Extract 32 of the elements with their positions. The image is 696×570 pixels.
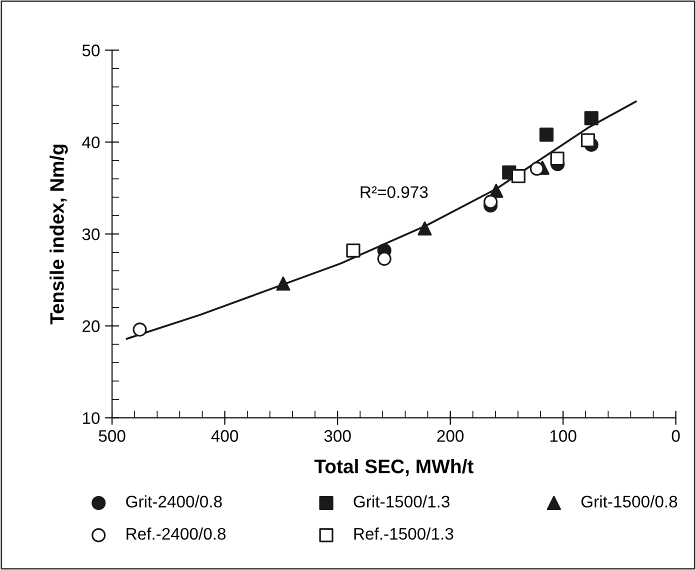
x-tick-label: 0 [672,430,680,442]
x-tick-label: 500 [98,430,126,442]
x-tick-label: 300 [324,430,351,442]
point [377,252,392,266]
x-axis-title: Total SEC, MWh/t [314,459,474,476]
y-tick-label: 10 [82,412,100,424]
y-tick-label: 40 [82,136,100,148]
y-tick-label: 30 [82,228,100,240]
legend-label: Grit-2400/0.8 [126,495,222,508]
point [511,169,526,184]
y-tick-label: 50 [82,44,100,56]
line-series [126,100,637,340]
legend-label: Grit-1500/1.3 [354,495,450,508]
point [530,162,544,176]
legend-label: Grit-1500/0.8 [581,495,678,508]
point [132,322,147,337]
point [584,111,598,126]
point [539,128,554,142]
y-tick-label: 20 [82,320,100,332]
x-tick-label: 200 [437,430,464,442]
point [276,276,290,291]
point [550,152,564,166]
annotation: R²=0.973 [360,186,428,198]
point [418,221,432,236]
x-tick-label: 400 [211,430,238,442]
point [484,194,498,209]
legend-label: Ref.-2400/0.8 [126,528,226,540]
point [580,133,596,148]
x-tick-label: 100 [550,430,576,442]
point [346,243,360,258]
legend-label: Ref.-1500/1.3 [354,528,454,540]
y-axis-title: Tensile index, Nm/g [50,144,68,324]
